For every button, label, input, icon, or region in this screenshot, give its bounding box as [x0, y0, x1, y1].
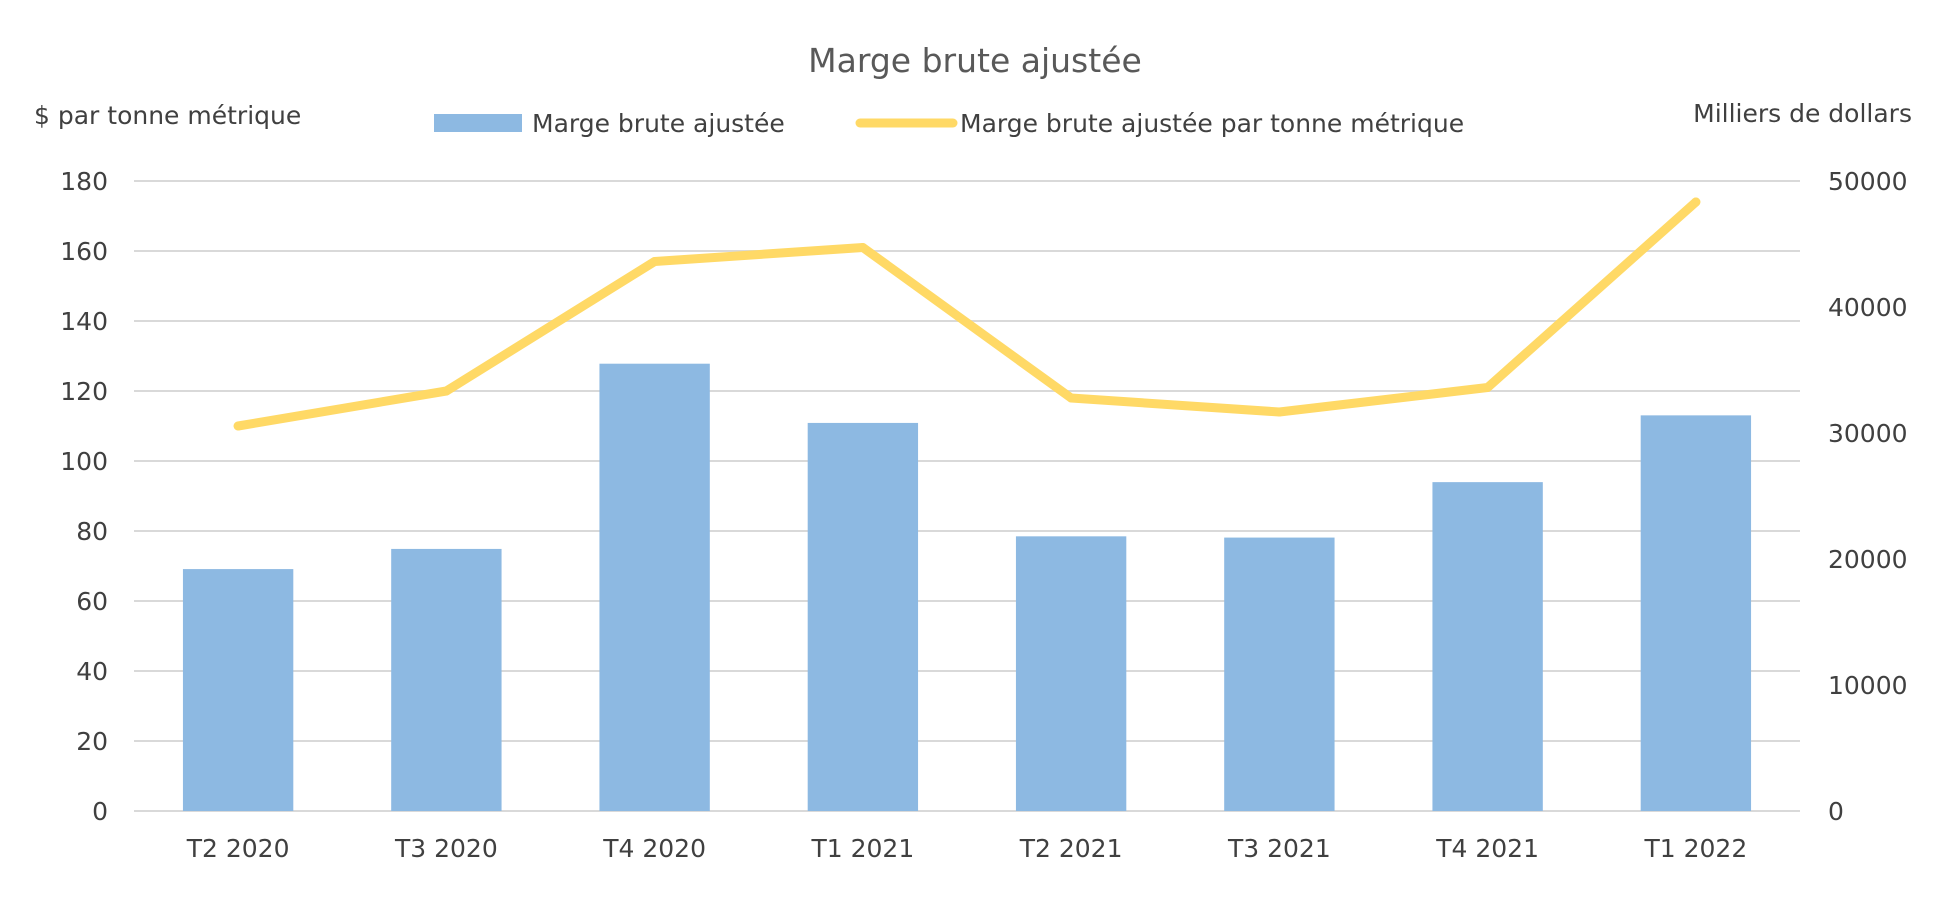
left-tick-label: 100: [60, 447, 108, 476]
bar: [599, 363, 710, 811]
left-tick-label: 180: [60, 167, 108, 196]
bar: [807, 422, 919, 811]
right-tick-label: 20000: [1828, 545, 1908, 574]
chart-title: Marge brute ajustée: [808, 41, 1142, 80]
series-line: [233, 197, 1701, 431]
x-tick-label: T4 2020: [602, 834, 706, 863]
x-tick-label: T1 2021: [811, 834, 915, 863]
bar: [1640, 415, 1752, 811]
legend-line-label: Marge brute ajustée par tonne métrique: [960, 109, 1464, 138]
line-point: [858, 243, 868, 252]
left-tick-label: 140: [60, 307, 108, 336]
line-point: [1691, 197, 1701, 207]
line-point: [650, 257, 660, 266]
x-axis-ticks: T2 2020 T3 2020 T4 2020 T1 2021 T2 2021 T3 20…: [186, 834, 1748, 863]
bar: [1224, 537, 1335, 811]
line-point: [1066, 393, 1076, 403]
right-tick-label: 30000: [1828, 419, 1908, 448]
line-point: [441, 386, 451, 396]
legend-bar-label: Marge brute ajustée: [532, 109, 785, 138]
bar: [182, 569, 294, 811]
left-tick-label: 0: [92, 797, 108, 826]
line-point: [1274, 407, 1284, 417]
bar: [1015, 536, 1127, 811]
bar: [391, 548, 502, 811]
left-tick-label: 40: [76, 657, 108, 686]
right-tick-label: 40000: [1828, 293, 1908, 322]
legend-bar-swatch: [434, 114, 522, 132]
left-tick-label: 120: [60, 377, 108, 406]
left-tick-label: 20: [76, 727, 108, 756]
x-tick-label: T3 2021: [1227, 834, 1331, 863]
right-tick-label: 50000: [1828, 167, 1908, 196]
line-point: [1483, 383, 1493, 392]
line-series: [233, 197, 1701, 431]
x-tick-label: T2 2020: [186, 834, 290, 863]
right-axis-ticks: 0 10000 20000 30000 40000 50000: [1828, 167, 1908, 826]
right-axis-title: Milliers de dollars: [1693, 99, 1912, 128]
x-tick-label: T2 2021: [1019, 834, 1123, 863]
bar-series: [182, 363, 1752, 811]
right-tick-label: 0: [1828, 797, 1844, 826]
left-tick-label: 160: [60, 237, 108, 266]
x-tick-label: T4 2021: [1435, 834, 1539, 863]
x-tick-label: T1 2022: [1644, 834, 1748, 863]
legend: Marge brute ajustée Marge brute ajustée …: [434, 109, 1464, 138]
bar: [1432, 482, 1543, 811]
left-tick-label: 80: [76, 517, 108, 546]
right-tick-label: 10000: [1828, 671, 1908, 700]
gridlines: [134, 180, 1800, 812]
left-axis-title: $ par tonne métrique: [34, 101, 301, 130]
x-tick-label: T3 2020: [394, 834, 498, 863]
line-point: [233, 421, 243, 431]
left-tick-label: 60: [76, 587, 108, 616]
left-axis-ticks: 0 20 40 60 80 100 120 140 160 180: [60, 167, 108, 826]
